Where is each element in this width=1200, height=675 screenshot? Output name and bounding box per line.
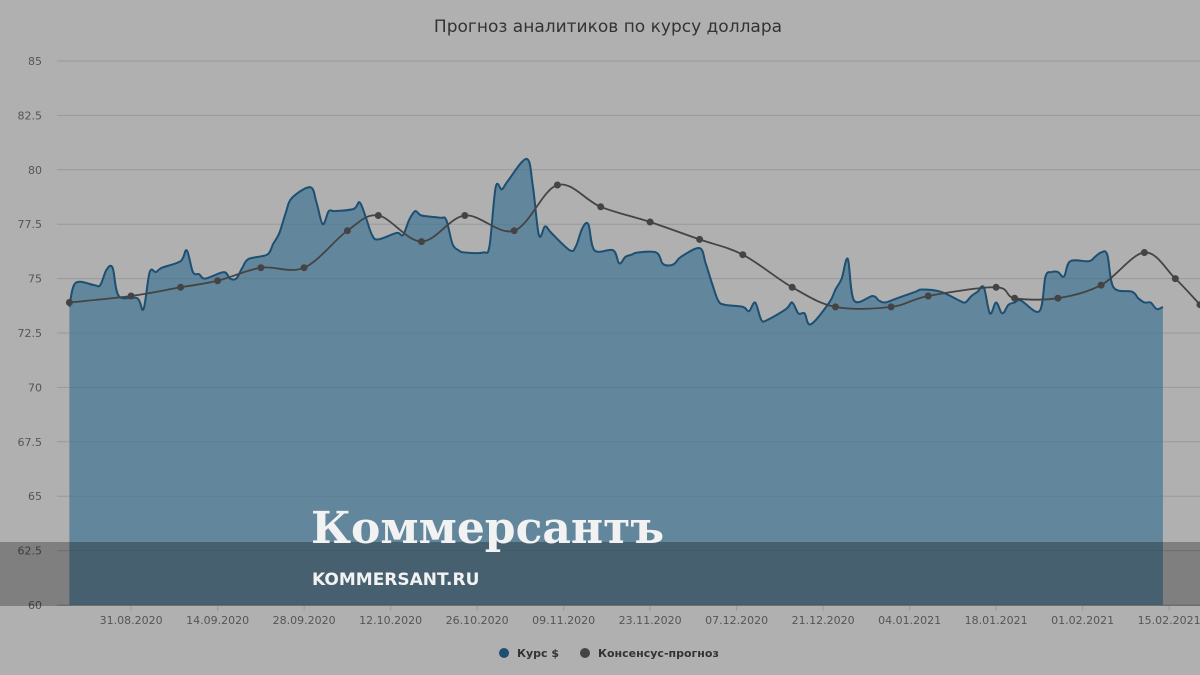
x-tick-label: 15.02.2021 xyxy=(1138,614,1200,627)
x-tick-label: 12.10.2020 xyxy=(359,614,422,627)
legend-marker-consensus xyxy=(580,648,590,658)
consensus-point[interactable] xyxy=(65,299,73,306)
x-tick-label: 31.08.2020 xyxy=(100,614,163,627)
consensus-point[interactable] xyxy=(1196,301,1200,309)
consensus-point[interactable] xyxy=(887,303,895,311)
consensus-point[interactable] xyxy=(127,292,135,300)
consensus-point[interactable] xyxy=(510,227,518,235)
x-tick-label: 23.11.2020 xyxy=(619,614,682,627)
consensus-point[interactable] xyxy=(788,283,796,291)
legend-label-rate: Курс $ xyxy=(517,647,559,660)
y-tick-label: 65 xyxy=(28,490,42,503)
legend-item-consensus[interactable]: Консенсус-прогноз xyxy=(580,647,719,660)
consensus-point[interactable] xyxy=(597,203,605,211)
x-tick-label: 01.02.2021 xyxy=(1051,614,1114,627)
consensus-point[interactable] xyxy=(461,212,469,219)
x-axis: 31.08.2020 14.09.2020 28.09.2020 12.10.2020… xyxy=(57,605,1200,627)
consensus-point[interactable] xyxy=(1054,294,1062,302)
y-tick-label: 60 xyxy=(28,599,42,612)
rate-line[interactable] xyxy=(68,157,1164,326)
watermark-band xyxy=(0,542,1200,606)
consensus-point[interactable] xyxy=(1097,281,1105,289)
consensus-point[interactable] xyxy=(343,227,351,235)
x-tick-label: 09.11.2020 xyxy=(532,614,595,627)
y-tick-label: 70 xyxy=(28,381,42,394)
x-tick-label: 07.12.2020 xyxy=(705,614,768,627)
x-tick-label: 21.12.2020 xyxy=(792,614,855,627)
y-axis: 85 82.5 80 77.5 75 72.5 70 67.5 65 62.5 60 xyxy=(18,55,43,612)
consensus-point[interactable] xyxy=(992,283,1000,291)
x-tick-label: 04.01.2021 xyxy=(878,614,941,627)
watermark-brand: Коммерсантъ xyxy=(311,503,664,554)
consensus-point[interactable] xyxy=(646,218,654,226)
consensus-layer xyxy=(65,181,1200,311)
consensus-point[interactable] xyxy=(1140,249,1148,256)
x-tick-label: 26.10.2020 xyxy=(446,614,509,627)
consensus-point[interactable] xyxy=(418,238,425,246)
legend-marker-rate xyxy=(499,648,509,658)
legend-label-consensus: Консенсус-прогноз xyxy=(598,647,719,660)
y-tick-label: 62.5 xyxy=(18,545,43,558)
consensus-point[interactable] xyxy=(1011,294,1019,302)
y-tick-label: 75 xyxy=(28,273,42,286)
rate-area-layer xyxy=(68,157,1164,606)
legend: Курс $ Консенсус-прогноз xyxy=(499,647,719,660)
watermark-site: KOMMERSANT.RU xyxy=(312,570,479,590)
consensus-point[interactable] xyxy=(739,251,747,259)
consensus-point[interactable] xyxy=(257,264,265,272)
chart-title: Прогноз аналитиков по курсу доллара xyxy=(434,17,782,37)
legend-item-rate[interactable]: Курс $ xyxy=(499,647,559,660)
consensus-point[interactable] xyxy=(214,277,222,285)
y-tick-label: 77.5 xyxy=(18,218,43,231)
consensus-point[interactable] xyxy=(832,303,839,311)
rate-area xyxy=(69,158,1163,606)
y-tick-label: 85 xyxy=(28,55,42,68)
y-tick-label: 80 xyxy=(28,164,42,177)
y-tick-label: 67.5 xyxy=(18,436,43,449)
y-tick-label: 72.5 xyxy=(18,327,43,340)
consensus-point[interactable] xyxy=(374,212,382,219)
consensus-point[interactable] xyxy=(300,264,308,272)
y-tick-label: 82.5 xyxy=(18,109,43,122)
x-tick-label: 28.09.2020 xyxy=(273,614,336,627)
consensus-point[interactable] xyxy=(177,283,185,291)
consensus-point[interactable] xyxy=(696,235,704,243)
consensus-point[interactable] xyxy=(553,181,561,189)
x-tick-label: 14.09.2020 xyxy=(186,614,249,627)
consensus-point[interactable] xyxy=(1171,275,1179,283)
consensus-point[interactable] xyxy=(924,292,932,300)
x-tick-label: 18.01.2021 xyxy=(965,614,1028,627)
